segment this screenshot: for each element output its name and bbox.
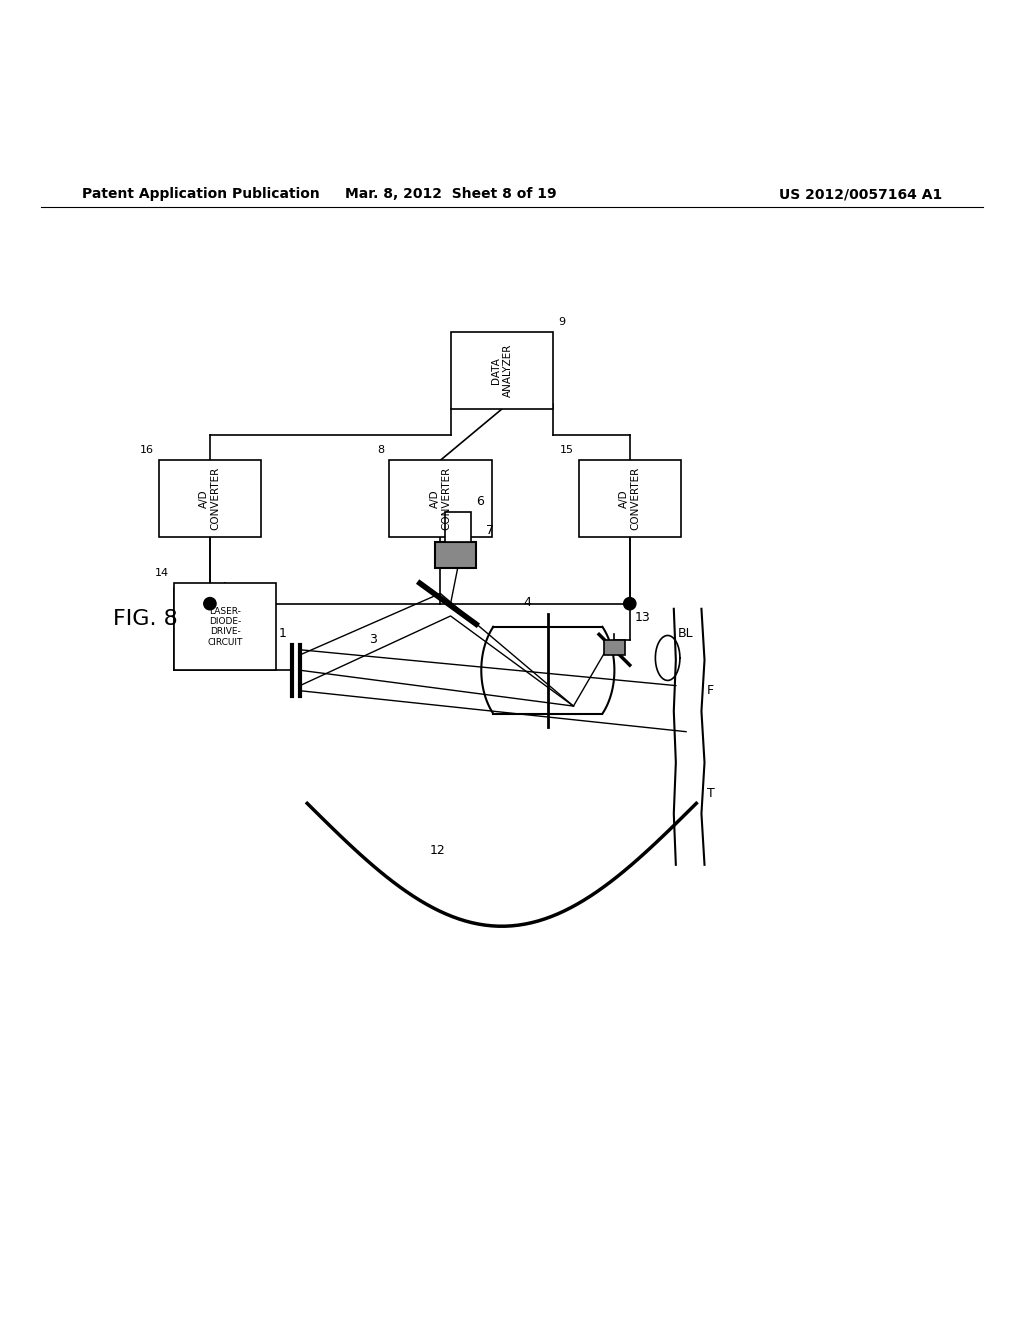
- Text: 9: 9: [558, 317, 565, 327]
- Text: 4: 4: [523, 595, 531, 609]
- Text: 13: 13: [635, 611, 650, 624]
- Text: A/D
CONVERTER: A/D CONVERTER: [199, 467, 221, 531]
- Text: 6: 6: [476, 495, 484, 508]
- Bar: [159, 461, 261, 537]
- Text: DATA
ANALYZER: DATA ANALYZER: [490, 345, 513, 397]
- Text: 12: 12: [430, 845, 445, 857]
- Circle shape: [624, 598, 636, 610]
- Circle shape: [204, 598, 216, 610]
- Text: 8: 8: [377, 445, 384, 455]
- Text: US 2012/0057164 A1: US 2012/0057164 A1: [779, 187, 942, 201]
- Text: A/D
CONVERTER: A/D CONVERTER: [429, 467, 452, 531]
- Text: LASER-
DIODE-
DRIVE-
CIRCUIT: LASER- DIODE- DRIVE- CIRCUIT: [208, 607, 243, 647]
- Text: A/D
CONVERTER: A/D CONVERTER: [618, 467, 641, 531]
- Text: 15: 15: [559, 445, 573, 455]
- Text: 3: 3: [369, 634, 377, 645]
- Text: Mar. 8, 2012  Sheet 8 of 19: Mar. 8, 2012 Sheet 8 of 19: [345, 187, 556, 201]
- Text: FIG. 8: FIG. 8: [113, 609, 177, 630]
- Text: BL: BL: [678, 627, 693, 639]
- Bar: [445, 512, 471, 543]
- Bar: [435, 543, 476, 568]
- Text: 1: 1: [279, 627, 287, 639]
- Text: 16: 16: [139, 445, 154, 455]
- Bar: [389, 461, 492, 537]
- Text: T: T: [707, 787, 715, 800]
- Text: Patent Application Publication: Patent Application Publication: [82, 187, 319, 201]
- Text: F: F: [707, 684, 714, 697]
- Text: 7: 7: [486, 524, 495, 537]
- Bar: [604, 639, 625, 655]
- Bar: [451, 333, 553, 409]
- Text: 14: 14: [155, 568, 169, 578]
- Bar: [174, 583, 276, 671]
- Bar: [579, 461, 681, 537]
